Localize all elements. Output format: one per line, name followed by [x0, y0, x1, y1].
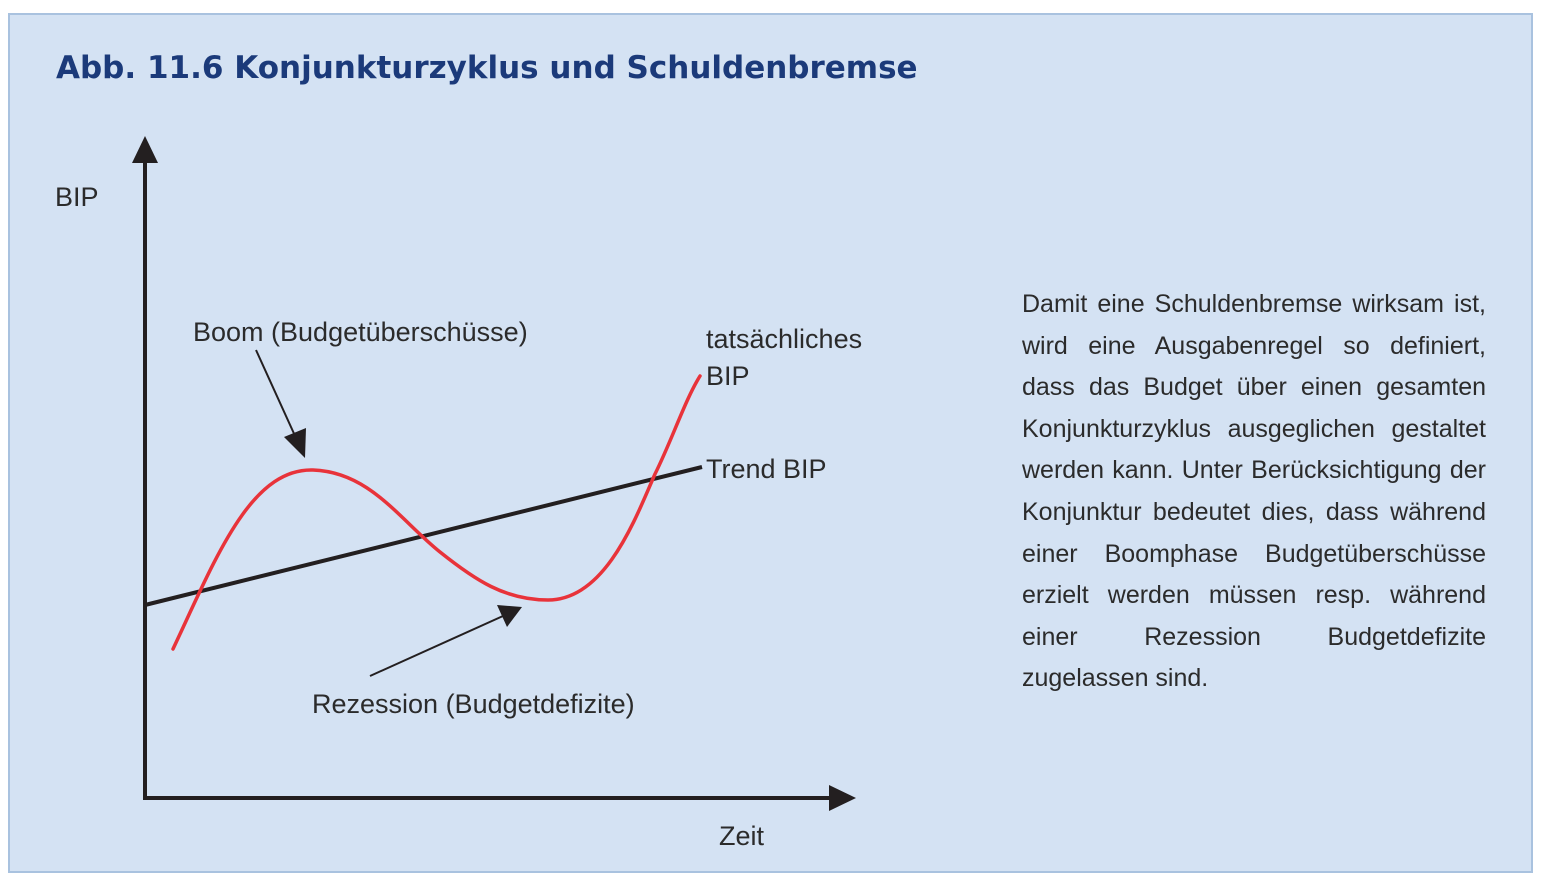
boom-pointer-arrowhead — [284, 428, 306, 458]
actual-gdp-label-line1: tatsächliches — [706, 324, 862, 354]
y-axis-label: BIP — [55, 182, 99, 212]
recession-pointer-arrowhead — [497, 605, 522, 627]
x-axis-arrowhead — [829, 785, 856, 811]
actual-gdp-label-line2: BIP — [706, 361, 750, 391]
recession-pointer-line — [369, 615, 504, 677]
description-text: Damit eine Schuldenbremse wirksam ist, w… — [1022, 290, 1486, 693]
x-axis-label: Zeit — [719, 821, 765, 851]
y-axis-arrowhead — [132, 136, 158, 163]
figure-title: Abb. 11.6 Konjunkturzyklus und Schuldenb… — [56, 50, 918, 86]
boom-pointer-line — [255, 349, 297, 439]
figure-box — [8, 13, 1533, 873]
recession-label: Rezession (Budgetdefizite) — [312, 689, 635, 719]
trend-gdp-label: Trend BIP — [706, 454, 827, 484]
boom-label: Boom (Budgetüberschüsse) — [193, 317, 528, 347]
actual-gdp-curve — [171, 374, 702, 651]
